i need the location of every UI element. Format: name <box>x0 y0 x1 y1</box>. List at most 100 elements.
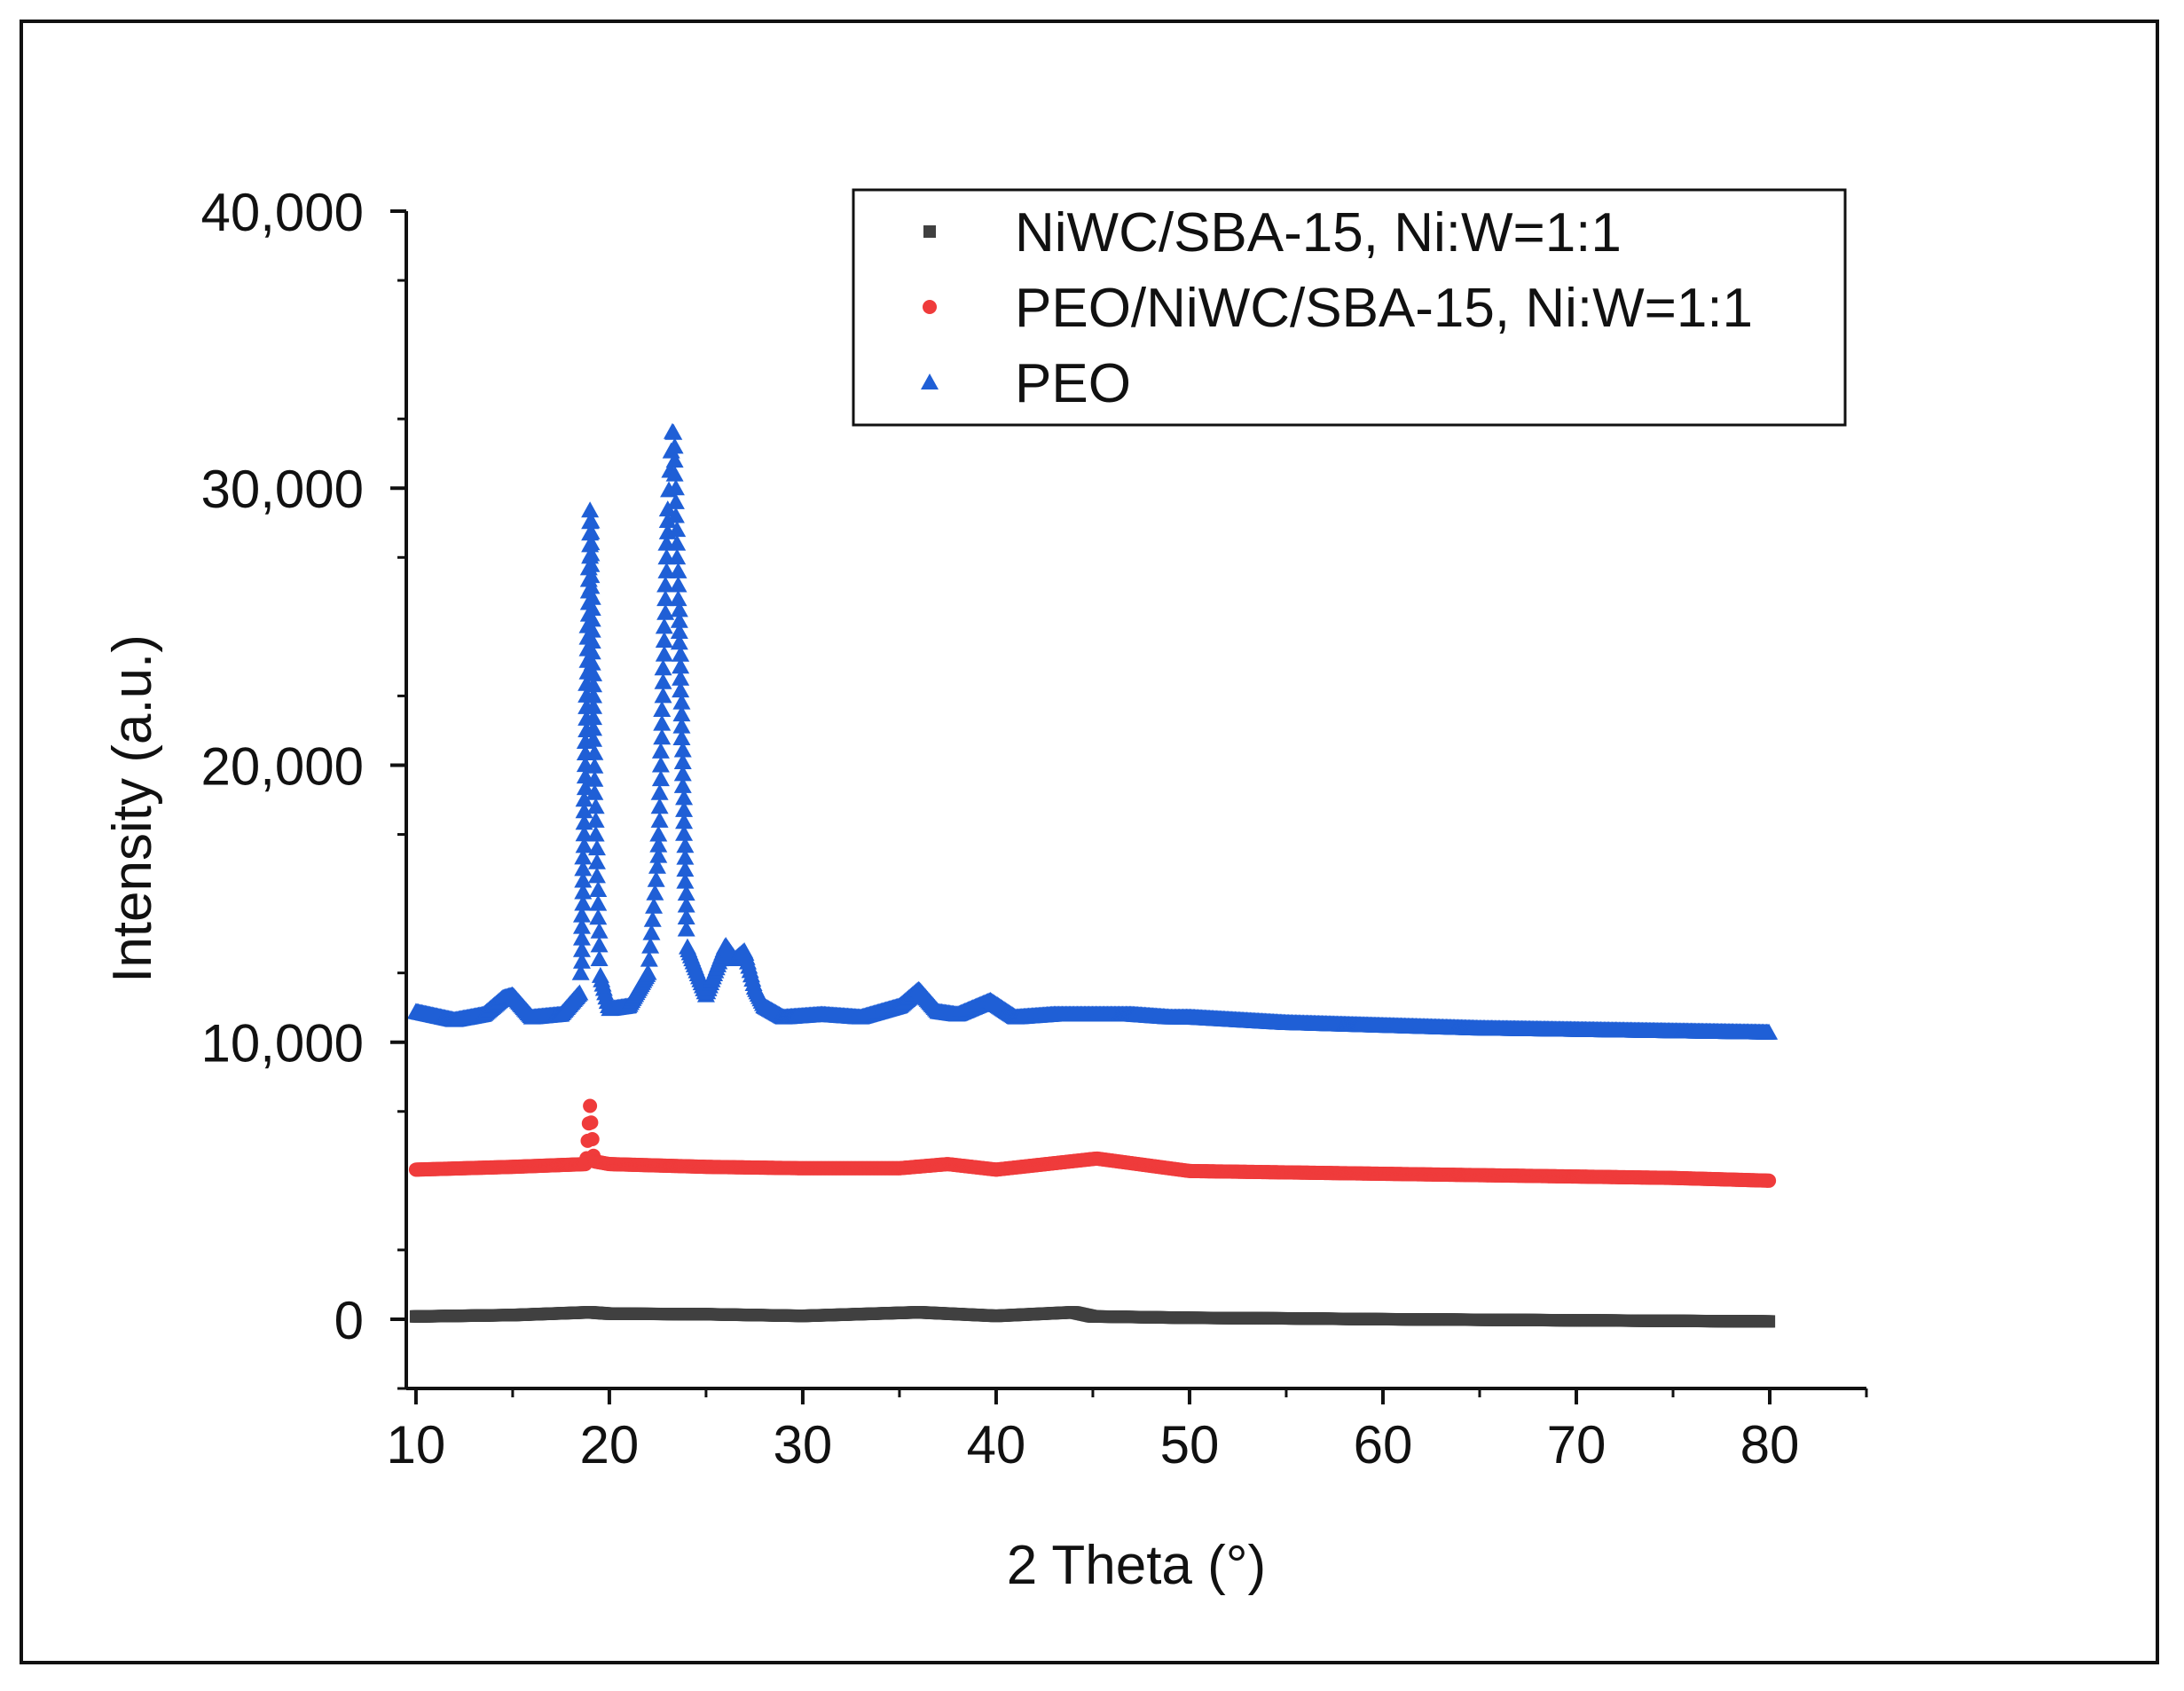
data-point <box>574 848 593 865</box>
legend-label: PEO <box>1015 353 1131 414</box>
data-point <box>645 897 664 914</box>
data-point <box>583 643 601 660</box>
legend-item: PEO/NiWC/SBA-15, Ni:W=1:1 <box>923 278 1753 339</box>
data-point <box>648 857 666 874</box>
legend: NiWC/SBA-15, Ni:W=1:1 PEO/NiWC/SBA-15, Ni… <box>852 188 1847 427</box>
x-tick-label: 30 <box>774 1415 833 1475</box>
data-point <box>585 697 603 714</box>
data-point <box>655 631 673 648</box>
data-point <box>672 669 690 686</box>
data-point <box>585 743 604 760</box>
data-point <box>583 610 601 627</box>
legend-item: NiWC/SBA-15, Ni:W=1:1 <box>923 202 1622 263</box>
data-point <box>676 872 695 889</box>
data-point <box>672 657 690 674</box>
data-point <box>670 633 688 650</box>
data-point <box>583 588 601 605</box>
data-point <box>583 632 601 649</box>
series-triangle <box>406 422 1779 1040</box>
data-point <box>649 825 668 842</box>
data-point <box>574 894 593 911</box>
data-point <box>653 701 672 718</box>
data-point <box>585 687 603 704</box>
data-point <box>665 437 684 454</box>
data-point <box>669 562 687 578</box>
data-point <box>576 779 594 796</box>
x-tick-label: 10 <box>387 1415 446 1475</box>
data-point <box>669 590 687 607</box>
data-point <box>654 672 672 689</box>
data-point <box>642 924 661 940</box>
data-point <box>572 940 591 957</box>
data-point <box>590 936 609 953</box>
data-point <box>664 423 683 440</box>
data-point <box>643 910 662 927</box>
data-point <box>582 545 601 562</box>
data-point <box>647 870 665 887</box>
data-point <box>675 813 694 830</box>
data-point <box>650 783 669 800</box>
data-point <box>640 950 658 967</box>
data-point <box>670 623 688 640</box>
data-point <box>1760 1023 1779 1040</box>
data-point <box>586 798 605 814</box>
data-point <box>655 617 673 634</box>
y-axis-title: Intensity (a.u.) <box>102 634 163 983</box>
data-point <box>641 937 660 954</box>
data-point <box>656 590 675 607</box>
data-point <box>655 645 673 662</box>
data-point <box>675 789 694 806</box>
data-point <box>572 929 591 946</box>
data-point <box>575 802 593 819</box>
data-point <box>589 894 608 911</box>
data-point <box>653 728 672 745</box>
data-point <box>585 730 603 747</box>
data-point <box>574 871 593 888</box>
data-point <box>665 452 684 468</box>
data-point <box>589 908 608 925</box>
data-point <box>654 687 672 704</box>
data-point <box>649 846 668 863</box>
data-point <box>589 880 608 897</box>
data-point <box>582 523 601 539</box>
data-point <box>672 681 690 698</box>
data-point <box>639 963 657 980</box>
x-tick-label: 80 <box>1740 1415 1800 1475</box>
data-point <box>585 770 604 787</box>
data-point <box>574 883 593 900</box>
data-point <box>586 825 605 842</box>
series-square <box>409 1306 1776 1328</box>
data-point <box>669 576 687 593</box>
data-point <box>575 837 593 853</box>
legend-marker <box>923 300 937 314</box>
data-point <box>572 952 591 969</box>
y-tick-label: 0 <box>334 1291 364 1350</box>
data-point <box>585 665 603 681</box>
legend-marker <box>921 374 939 389</box>
data-point <box>673 765 692 782</box>
data-point <box>666 479 685 496</box>
data-point <box>1763 1315 1776 1328</box>
data-point <box>676 837 695 853</box>
legend-label: NiWC/SBA-15, Ni:W=1:1 <box>1015 202 1622 263</box>
y-tick-label: 30,000 <box>200 460 364 519</box>
data-point <box>676 848 695 865</box>
data-point <box>650 811 669 828</box>
data-point <box>665 465 684 482</box>
data-point <box>590 922 609 939</box>
data-point <box>676 861 695 877</box>
data-point <box>672 729 691 746</box>
data-point <box>572 906 591 923</box>
x-tick-label: 60 <box>1354 1415 1413 1475</box>
data-point <box>583 600 601 617</box>
data-point <box>585 720 603 736</box>
data-point <box>585 709 603 726</box>
data-point <box>571 963 590 980</box>
legend-label: PEO/NiWC/SBA-15, Ni:W=1:1 <box>1015 278 1753 339</box>
data-point <box>587 839 606 856</box>
data-point <box>587 853 606 869</box>
data-point <box>651 756 670 773</box>
data-point <box>656 576 675 593</box>
data-point <box>582 534 601 551</box>
axes-layer: 0 10,000 20,000 30,000 40,000 10 20 30 40 50 60 70 8… <box>200 183 1868 1475</box>
